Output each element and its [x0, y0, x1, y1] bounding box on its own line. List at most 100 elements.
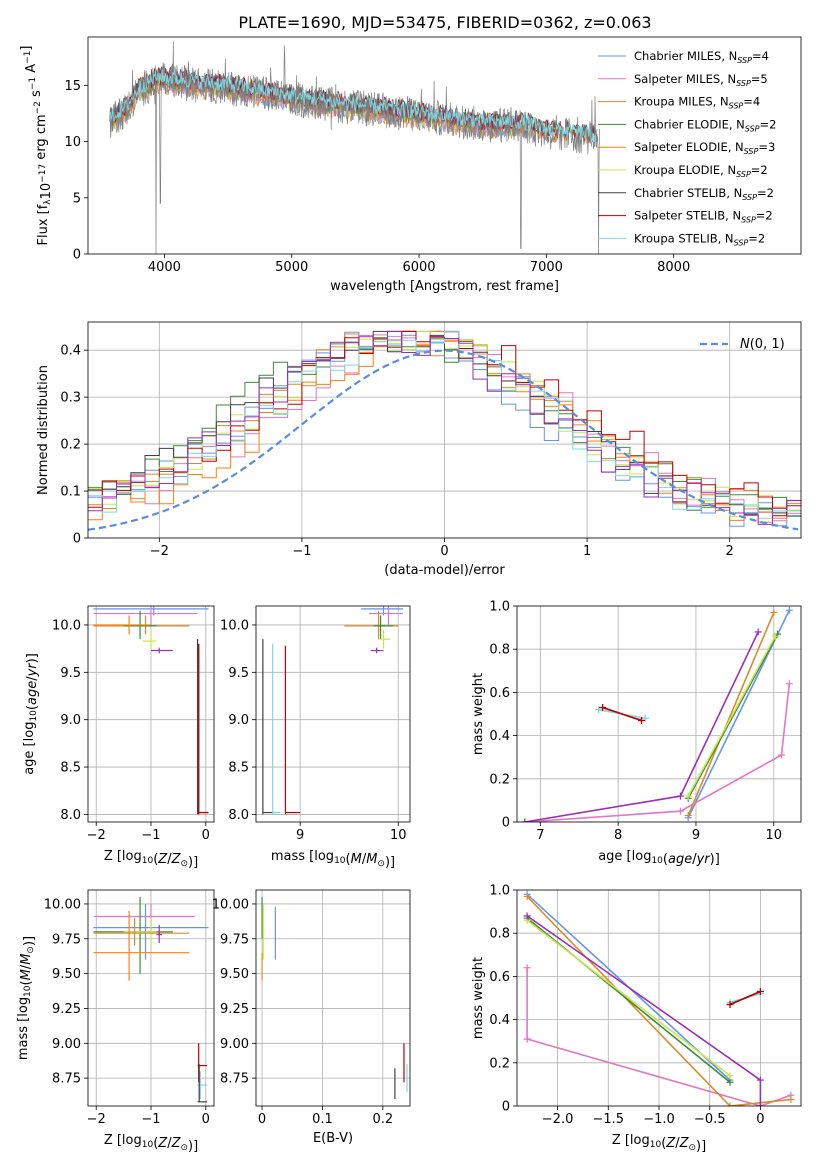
x-axis-label: wavelength [Angstrom, rest frame] [330, 279, 559, 294]
y-tick-label: 8.0 [60, 808, 81, 823]
x-tick-label: 9 [692, 828, 700, 843]
x-tick-label: 0 [756, 1112, 764, 1127]
x-tick-label: 0 [440, 544, 448, 559]
legend-label: Kroupa ELODIE, NSSP=2 [634, 163, 768, 179]
y-tick-label: 10.00 [44, 897, 81, 912]
y-tick-label: 9.0 [60, 713, 81, 728]
panel-spectrum: 4000 5000 6000 7000 8000 0 5 10 15 wavelength [An… [19, 36, 802, 294]
y-tick-label: 5 [73, 191, 81, 206]
x-tick-label: 10 [765, 828, 782, 843]
legend-label: Kroupa MILES, NSSP=4 [634, 95, 760, 111]
y-tick-label: 0.4 [60, 344, 81, 359]
x-axis-label: Z [log10(Z/Z⊙)] [612, 1133, 706, 1154]
plot-area-age-vs-Z [88, 606, 214, 822]
y-tick-label: 8.75 [52, 1072, 81, 1087]
y-tick-label: 8.5 [228, 761, 249, 776]
y-tick-label: 9.50 [220, 967, 249, 982]
legend-label: Salpeter ELODIE, NSSP=3 [634, 140, 775, 156]
axes-frame [516, 605, 802, 823]
x-tick-label: 5000 [275, 260, 308, 275]
y-axis-label: mass weight [471, 957, 486, 1039]
x-tick-label: −2 [87, 828, 106, 843]
data-line [109, 41, 600, 254]
legend: Chabrier MILES, NSSP=4 Salpeter MILES, NS… [598, 49, 776, 247]
legend-label: Kroupa STELIB, NSSP=2 [634, 231, 765, 247]
weight-line [526, 919, 731, 1077]
weight-line [729, 990, 761, 1006]
x-tick-label: −0.5 [694, 1112, 726, 1127]
plot-area-spectrum [109, 41, 600, 254]
axes-frame [87, 36, 802, 255]
weight-line [526, 895, 791, 1106]
x-tick-label: 0 [202, 1112, 210, 1127]
plot-area-residuals [88, 322, 801, 538]
x-tick-label: −1 [141, 1112, 160, 1127]
y-tick-label: 10 [64, 135, 81, 150]
legend-label: Chabrier ELODIE, NSSP=2 [634, 117, 776, 133]
y-tick-label: 0.6 [489, 686, 510, 701]
y-tick-label: 8.75 [220, 1072, 249, 1087]
x-tick-label: 1 [583, 544, 591, 559]
y-tick-label: 8.5 [60, 761, 81, 776]
y-axis-label: mass weight [471, 673, 486, 755]
x-tick-label: −1.0 [643, 1112, 675, 1127]
y-tick-label: 9.25 [220, 1002, 249, 1017]
x-axis-label: (data-model)/error [384, 563, 505, 578]
y-tick-label: 15 [64, 79, 81, 94]
legend-label: Salpeter STELIB, NSSP=2 [634, 209, 773, 225]
x-tick-label: −1 [292, 544, 311, 559]
x-axis-label: Z [log10(Z/Z⊙)] [104, 1133, 198, 1154]
plot-area-weight-vs-Z [517, 890, 801, 1106]
x-tick-label: −2 [150, 544, 169, 559]
y-tick-label: 0.1 [60, 485, 81, 500]
y-tick-label: 0 [502, 1100, 510, 1115]
axes-frame [516, 889, 802, 1107]
y-tick-label: 10.0 [220, 618, 249, 633]
plot-area-mass-vs-Z [88, 890, 214, 1106]
histogram-step [88, 330, 801, 525]
y-tick-label: 9.75 [220, 932, 249, 947]
x-axis-label: E(B-V) [313, 1131, 353, 1146]
weight-line [687, 612, 775, 816]
y-axis-label: Normed distribution [36, 365, 51, 495]
x-tick-label: −1.5 [592, 1112, 624, 1127]
gaussian-curve [88, 349, 799, 531]
axes-frame [87, 321, 802, 539]
x-axis-label: age [log10(age/yr)] [598, 849, 720, 867]
y-tick-label: 10.00 [212, 897, 249, 912]
x-axis-label: Z [log10(Z/Z⊙)] [104, 849, 198, 870]
y-tick-label: 9.5 [228, 666, 249, 681]
y-tick-label: 0.2 [489, 772, 510, 787]
x-tick-label: 4000 [148, 260, 181, 275]
y-tick-label: 0 [73, 248, 81, 263]
model-line [109, 69, 598, 143]
y-tick-label: 0 [502, 816, 510, 831]
axes-frame [87, 889, 215, 1107]
y-tick-label: 0.4 [489, 1013, 510, 1028]
y-axis-label: age [log10(age/yr)] [22, 653, 40, 775]
axes-frame [255, 605, 411, 823]
legend-label: N(0, 1) [740, 337, 785, 352]
weight-line [687, 635, 777, 797]
panel-age-vs-mass: 9 10 8.0 8.5 9.0 9.5 10.0 mass [log10(M/M⊙)] [220, 605, 411, 870]
axes-frame [87, 605, 215, 823]
x-tick-label: 0.2 [372, 1112, 393, 1127]
x-tick-label: 0 [202, 828, 210, 843]
x-tick-label: 10 [390, 828, 407, 843]
y-axis-label: mass [log10(M/M⊙)] [16, 936, 37, 1060]
y-tick-label: 9.00 [52, 1037, 81, 1052]
plot-area-weight-vs-age [517, 606, 801, 822]
panel-age-vs-Z: −2 −1 0 8.0 8.5 9.0 9.5 10.0 Z [log10(Z/Z⊙)] age … [22, 605, 215, 870]
y-tick-label: 9.5 [60, 666, 81, 681]
y-tick-label: 0 [73, 532, 81, 547]
y-tick-label: 0.8 [489, 643, 510, 658]
weight-line [524, 683, 791, 822]
x-tick-label: 0.1 [312, 1112, 333, 1127]
y-tick-label: 9.25 [52, 1002, 81, 1017]
x-tick-label: 0 [258, 1112, 266, 1127]
x-tick-label: 8 [614, 828, 622, 843]
y-tick-label: 9.50 [52, 967, 81, 982]
panel-mass-vs-EBV: 0 0.1 0.2 8.75 9.00 9.25 9.50 9.75 10.00 E(B-V) [212, 889, 411, 1146]
panel-weight-vs-age: 7 8 9 10 0 0.2 0.4 0.6 0.8 1.0 age [log10(age/yr)]… [471, 600, 802, 867]
